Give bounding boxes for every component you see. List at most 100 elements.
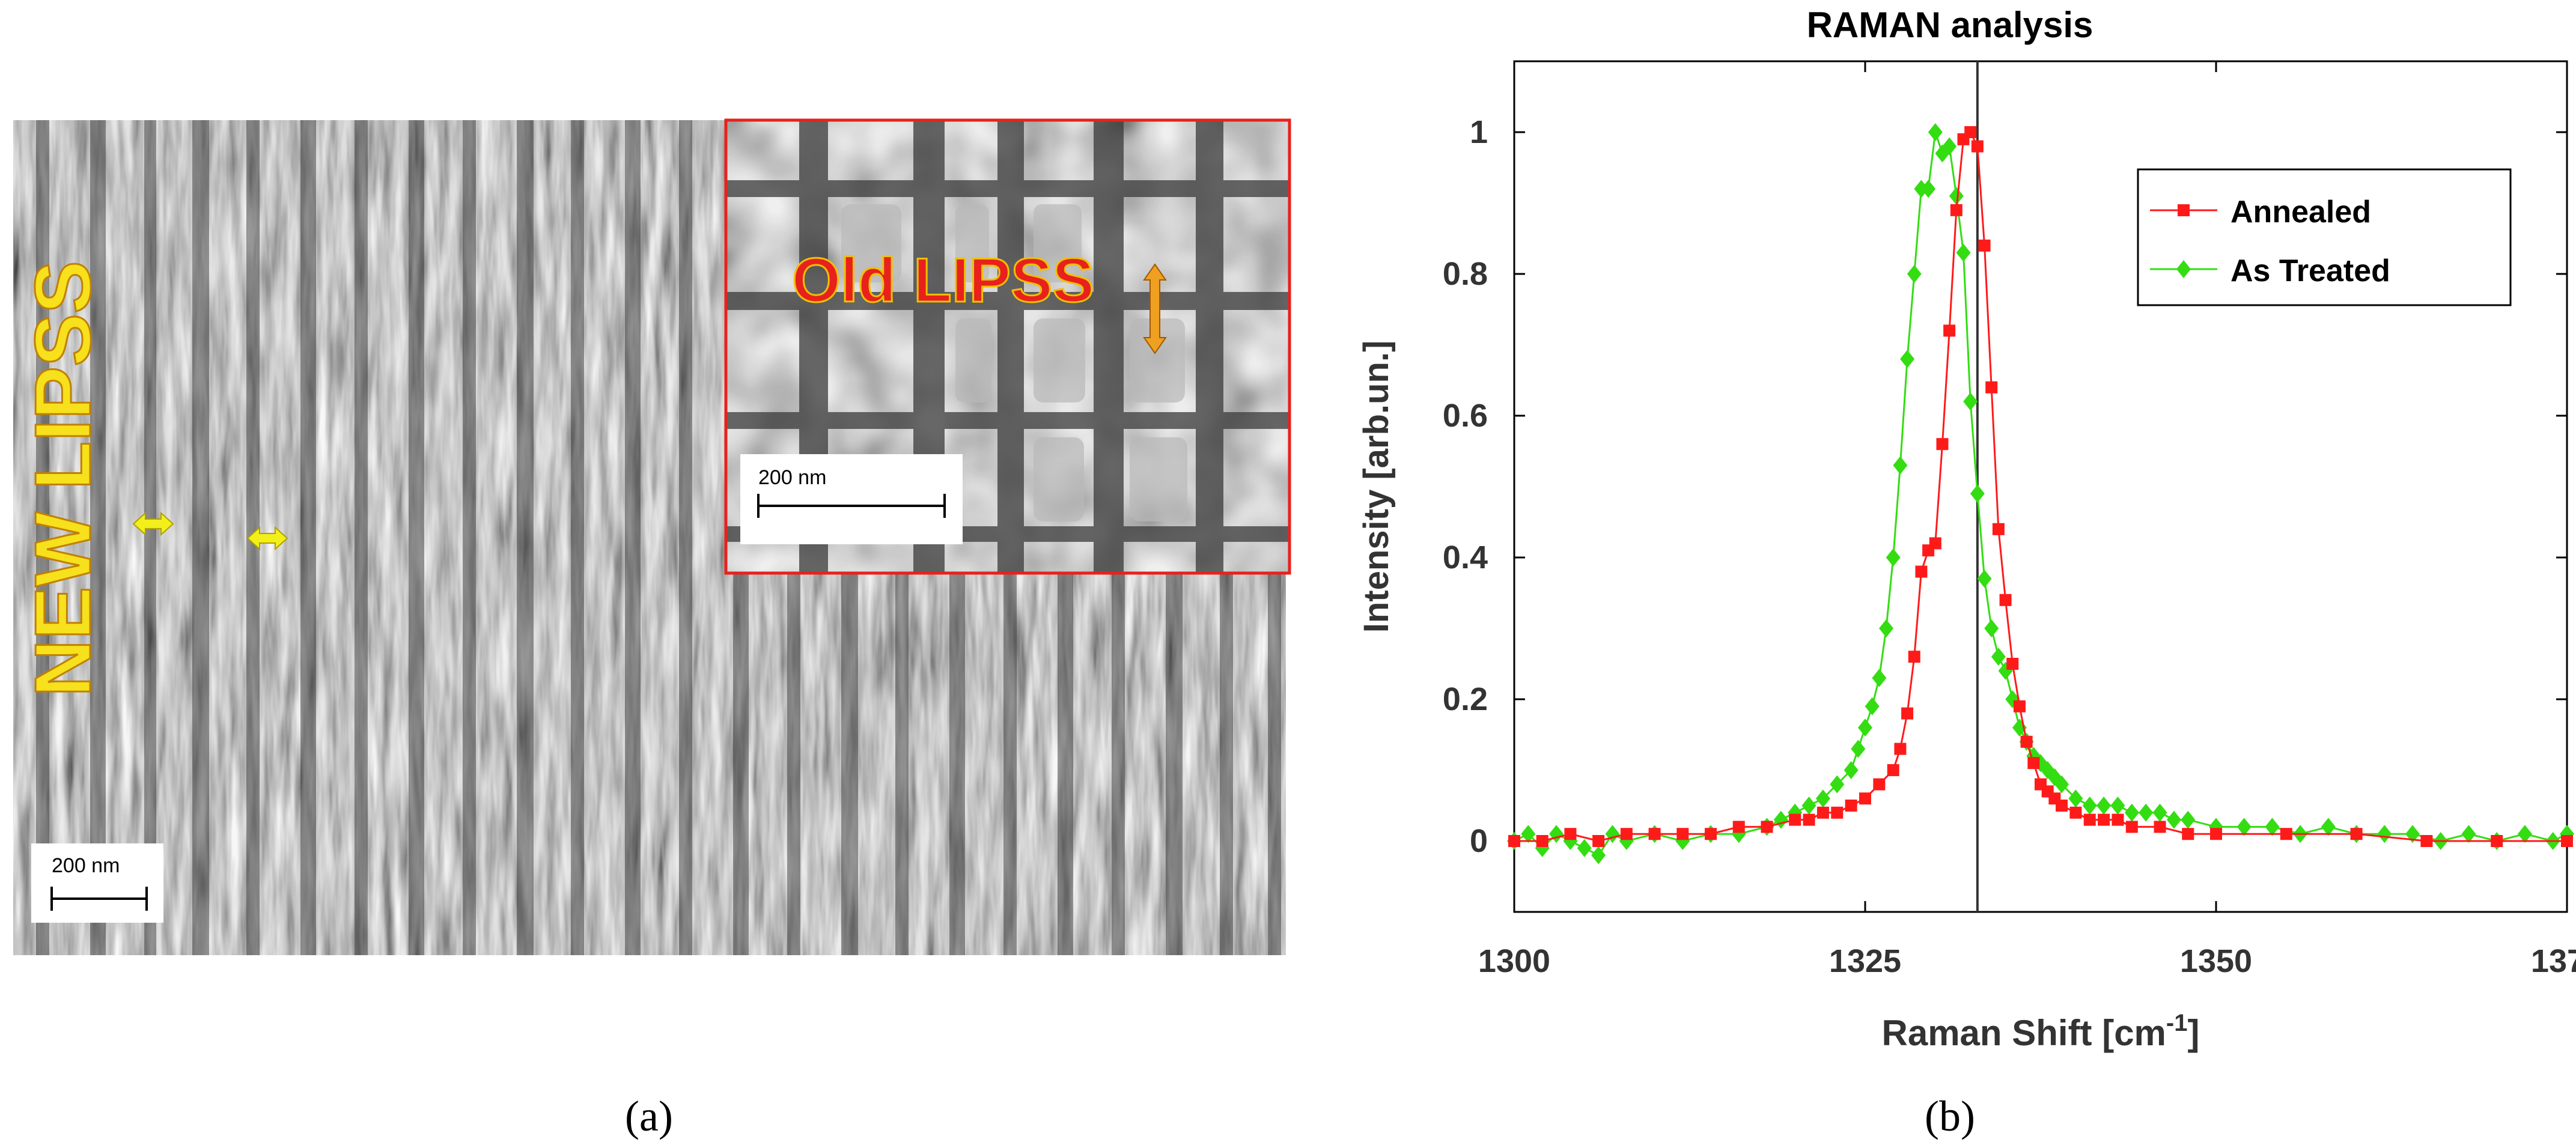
data-point bbox=[1865, 697, 1880, 715]
y-tick-label: 0 bbox=[1470, 823, 1488, 859]
data-point bbox=[1591, 846, 1606, 864]
data-point bbox=[1894, 743, 1907, 755]
x-tick-label: 1375 bbox=[2531, 943, 2576, 979]
data-point bbox=[1978, 239, 1991, 252]
new-lipss-period-arrow-2 bbox=[246, 526, 288, 551]
legend-marker bbox=[2178, 204, 2190, 216]
data-point bbox=[2210, 828, 2222, 840]
data-point bbox=[1886, 548, 1901, 566]
data-point bbox=[1936, 438, 1949, 451]
panel-b-label: (b) bbox=[1925, 1092, 1975, 1140]
data-point bbox=[2096, 797, 2112, 815]
x-axis-label-end: ] bbox=[2188, 1013, 2200, 1053]
data-point bbox=[1928, 123, 1943, 141]
data-point bbox=[1900, 350, 1915, 368]
data-point bbox=[1816, 806, 1829, 819]
data-series bbox=[1507, 123, 2574, 864]
data-point bbox=[2068, 789, 2083, 808]
data-point bbox=[1956, 243, 1971, 262]
data-point bbox=[1977, 569, 1992, 588]
sem-inset-image: 200 nm Old LIPSS bbox=[724, 118, 1291, 575]
raman-chart: RAMAN analysis 1300 1325 1350 1375 0 0.2 0.4 0.… bbox=[1357, 5, 2576, 1140]
data-point bbox=[1873, 778, 1886, 791]
data-point bbox=[1915, 565, 1928, 578]
old-lipss-label: Old LIPSS bbox=[792, 246, 1094, 315]
x-axis-label: Raman Shift [cm-1] bbox=[1882, 1010, 2200, 1053]
data-point bbox=[2082, 797, 2097, 815]
panel-a: 200 nm NEW LIPSS bbox=[13, 118, 1291, 1140]
x-tick-label: 1325 bbox=[1829, 943, 1901, 979]
data-point bbox=[2069, 806, 2082, 819]
y-tick-label: 0.8 bbox=[1443, 256, 1488, 292]
data-point bbox=[1620, 828, 1633, 840]
legend: Annealed As Treated bbox=[2137, 168, 2512, 306]
data-point bbox=[2265, 818, 2280, 836]
data-point bbox=[2040, 761, 2055, 779]
data-point bbox=[2006, 658, 2019, 670]
inset-scale-bar: 200 nm bbox=[740, 454, 963, 544]
data-point bbox=[1879, 619, 1894, 637]
data-point bbox=[1929, 537, 1941, 550]
data-point bbox=[1521, 825, 1536, 843]
data-point bbox=[1815, 789, 1830, 808]
data-point bbox=[1761, 821, 1773, 833]
data-point bbox=[2420, 835, 2433, 847]
data-point bbox=[1985, 381, 1998, 393]
data-point bbox=[1564, 828, 1577, 840]
data-point bbox=[1970, 484, 1985, 503]
x-tick-label: 1300 bbox=[1478, 943, 1550, 979]
data-point bbox=[2124, 803, 2139, 822]
legend-item: As Treated bbox=[2150, 254, 2390, 288]
data-point bbox=[2350, 828, 2363, 840]
data-point bbox=[2098, 813, 2110, 826]
inset-border bbox=[724, 118, 1291, 575]
data-point bbox=[1963, 392, 1978, 411]
data-point bbox=[1648, 828, 1661, 840]
data-point bbox=[2154, 821, 2166, 833]
data-point bbox=[1845, 800, 1857, 812]
data-point bbox=[2112, 813, 2124, 826]
old-lipss-cells bbox=[841, 204, 1187, 521]
data-point bbox=[1908, 651, 1920, 663]
data-point bbox=[2166, 810, 2181, 829]
data-point bbox=[1844, 761, 1859, 779]
data-point bbox=[1907, 265, 1922, 283]
data-point bbox=[2280, 828, 2292, 840]
new-lipss-period-arrow-1 bbox=[132, 511, 174, 536]
y-tick-label: 0.6 bbox=[1443, 398, 1488, 434]
data-point bbox=[1859, 792, 1871, 805]
data-point bbox=[2321, 818, 2336, 836]
data-point bbox=[1789, 813, 1801, 826]
data-point bbox=[2561, 835, 2573, 847]
data-point bbox=[1921, 180, 1936, 198]
data-point bbox=[1950, 204, 1962, 216]
data-point bbox=[2054, 775, 2069, 794]
data-point bbox=[2377, 825, 2392, 843]
data-point bbox=[1887, 764, 1899, 776]
y-tick-label: 0.2 bbox=[1443, 681, 1488, 717]
data-point bbox=[2125, 821, 2138, 833]
sem-figure: 200 nm NEW LIPSS bbox=[13, 118, 1291, 1140]
data-point bbox=[2461, 825, 2476, 843]
y-tick-label: 0.4 bbox=[1443, 539, 1488, 576]
old-lipss-period-arrow bbox=[1143, 263, 1167, 354]
data-point bbox=[1577, 839, 1592, 857]
data-point bbox=[2517, 825, 2532, 843]
data-point bbox=[1992, 523, 2005, 535]
data-point bbox=[2110, 797, 2125, 815]
data-point bbox=[2013, 700, 2026, 712]
data-point bbox=[2491, 835, 2503, 847]
data-point bbox=[1801, 797, 1816, 815]
data-point bbox=[1705, 828, 1717, 840]
series-annealed bbox=[1508, 126, 2573, 847]
data-point bbox=[1592, 835, 1605, 847]
data-point bbox=[1991, 648, 2006, 666]
panel-a-label: (a) bbox=[625, 1092, 673, 1140]
y-axis-label: Intensity [arb.un.] bbox=[1357, 341, 1396, 633]
data-point bbox=[2181, 810, 2196, 829]
data-point bbox=[1830, 775, 1845, 794]
main-scale-bar-label: 200 nm bbox=[52, 854, 120, 877]
legend-label: Annealed bbox=[2230, 195, 2371, 229]
data-point bbox=[1942, 137, 1957, 156]
